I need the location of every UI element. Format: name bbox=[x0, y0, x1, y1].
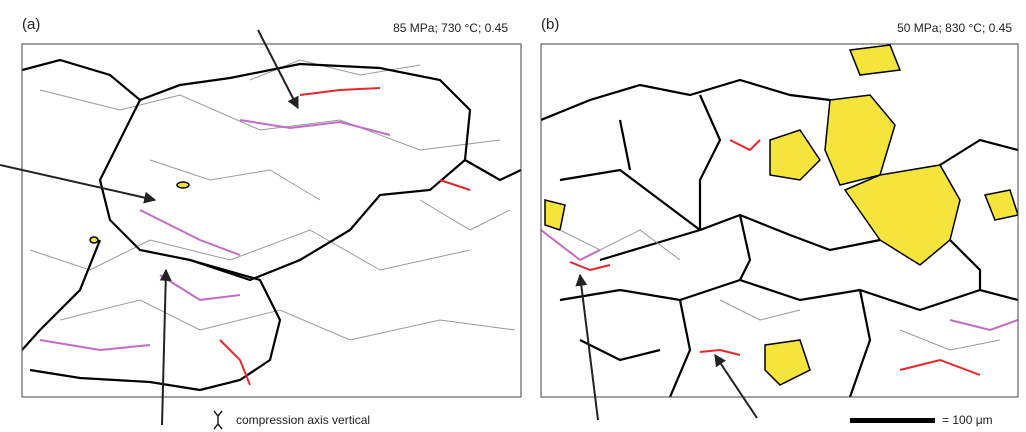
panel-conditions: 85 MPa; 730 °C; 0.45 bbox=[393, 21, 508, 35]
panel-conditions: 50 MPa; 830 °C; 0.45 bbox=[897, 21, 1012, 35]
scale-bar bbox=[850, 418, 935, 423]
ebsd-map-b bbox=[541, 44, 1018, 397]
compression-note: compression axis vertical bbox=[236, 413, 370, 427]
figure: (a) 85 MPa; 730 °C; 0.45 (b) 50 MPa; 830… bbox=[0, 0, 1026, 432]
panel-label: (a) bbox=[22, 16, 40, 33]
ebsd-map-a bbox=[22, 44, 521, 397]
compression-icon bbox=[214, 411, 222, 429]
panel-label: (b) bbox=[541, 16, 559, 33]
scale-bar-label: = 100 μm bbox=[942, 413, 993, 427]
